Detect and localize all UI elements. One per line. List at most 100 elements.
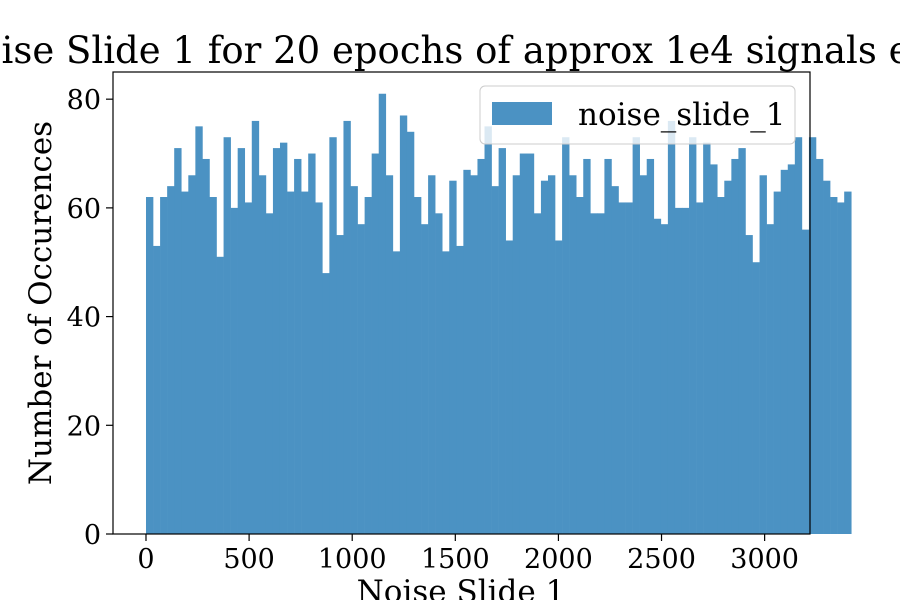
histogram-bar: [463, 169, 471, 534]
histogram-bar: [717, 197, 725, 534]
histogram-bar: [731, 158, 739, 534]
histogram-bar: [294, 158, 302, 534]
histogram-bar: [745, 235, 753, 534]
legend: noise_slide_1: [479, 85, 796, 145]
histogram-bar: [392, 251, 401, 535]
histogram-bar: [357, 224, 365, 534]
plot-frame: [112, 71, 811, 535]
x-tick-label: 500: [223, 544, 275, 575]
histogram-bar: [696, 202, 704, 534]
histogram-bar: [167, 186, 175, 534]
histogram-bar: [590, 213, 598, 535]
histogram-bar: [562, 137, 570, 535]
histogram-bar: [569, 175, 577, 535]
histogram-bar: [526, 153, 535, 534]
histogram-bar: [470, 175, 478, 535]
x-axis-label: Noise Slide 1: [357, 574, 566, 600]
histogram-bar: [237, 148, 246, 534]
histogram-bar: [244, 202, 253, 534]
x-tick-label: 2000: [524, 544, 593, 575]
histogram-bar: [611, 186, 619, 534]
histogram-bar: [667, 120, 676, 534]
histogram-bar: [794, 137, 803, 535]
histogram-bar: [505, 240, 514, 534]
histogram-bar: [308, 153, 316, 534]
legend-swatch: [492, 102, 552, 125]
histogram-bar: [830, 197, 838, 534]
histogram-bar: [618, 202, 626, 534]
histogram-bar: [145, 197, 154, 534]
histogram-bar: [406, 131, 415, 534]
y-axis-ticks: 0 20 40 60 80: [67, 85, 113, 551]
histogram-bar: [660, 224, 669, 534]
histogram-bar: [301, 191, 309, 534]
y-tick-label: 60: [67, 194, 101, 225]
histogram-bar: [639, 175, 648, 535]
histogram-bar: [279, 142, 288, 535]
histogram-bar: [251, 120, 260, 534]
histogram-bar: [371, 153, 380, 534]
y-tick-label: 20: [67, 411, 101, 442]
histogram-bar: [336, 235, 344, 534]
y-tick-label: 0: [84, 520, 101, 551]
histogram-bar: [604, 158, 612, 534]
histogram-bar: [773, 191, 782, 534]
x-tick-label: 1500: [421, 544, 490, 575]
histogram-bar: [801, 229, 810, 534]
histogram-bar: [808, 137, 817, 535]
histogram-bar: [181, 191, 189, 534]
histogram-bar: [519, 153, 528, 534]
legend-label: noise_slide_1: [578, 97, 785, 133]
histogram-bar: [195, 126, 203, 535]
histogram-bar: [491, 186, 499, 534]
histogram-bar: [399, 115, 408, 534]
histogram-bar: [710, 164, 718, 534]
histogram-bar: [216, 256, 224, 534]
histogram-bars: [145, 93, 852, 535]
x-tick-label: 3000: [730, 544, 799, 575]
histogram-bar: [689, 137, 697, 535]
histogram-bar: [456, 245, 464, 534]
histogram-bar: [653, 218, 662, 535]
histogram-bar: [787, 164, 796, 534]
legend-box: [479, 85, 796, 145]
histogram-bar: [533, 213, 542, 535]
histogram-bar: [350, 186, 358, 534]
histogram-bar: [202, 158, 210, 534]
histogram-bar: [555, 240, 563, 534]
x-axis-ticks: 0 500 1000 1500 2000 2500 3000: [137, 534, 799, 575]
histogram-bar: [823, 180, 831, 535]
histogram-bar: [646, 158, 655, 534]
histogram-bar: [583, 158, 591, 534]
histogram-bar: [703, 142, 711, 535]
histogram-bar: [174, 148, 182, 534]
histogram-bar: [272, 148, 281, 534]
histogram-bar: [837, 202, 845, 534]
x-tick-label: 0: [137, 544, 154, 575]
histogram-bar: [674, 207, 683, 534]
histogram-bar: [315, 202, 323, 534]
histogram-bar: [378, 93, 387, 534]
histogram-bar: [498, 148, 506, 534]
histogram-bar: [421, 224, 429, 534]
histogram-bar: [223, 137, 231, 535]
histogram-bar: [477, 158, 485, 534]
histogram-bar: [632, 137, 640, 535]
y-axis-label: Number of Occurences: [23, 121, 59, 485]
histogram-bar: [724, 180, 732, 535]
histogram-bar: [449, 180, 457, 535]
histogram-bar: [385, 175, 394, 535]
histogram-bar: [265, 213, 274, 535]
histogram-bar: [230, 207, 238, 534]
histogram-bar: [738, 148, 746, 534]
y-tick-label: 40: [67, 303, 101, 334]
histogram-bar: [413, 197, 422, 534]
histogram-bar: [322, 273, 330, 534]
histogram-bar: [160, 197, 168, 534]
y-tick-label: 80: [67, 85, 101, 116]
histogram-bar: [512, 175, 521, 535]
histogram-bar: [153, 245, 161, 534]
histogram-bar: [752, 262, 760, 534]
chart-title: Noise Slide 1 for 20 epochs of approx 1e…: [0, 29, 900, 72]
